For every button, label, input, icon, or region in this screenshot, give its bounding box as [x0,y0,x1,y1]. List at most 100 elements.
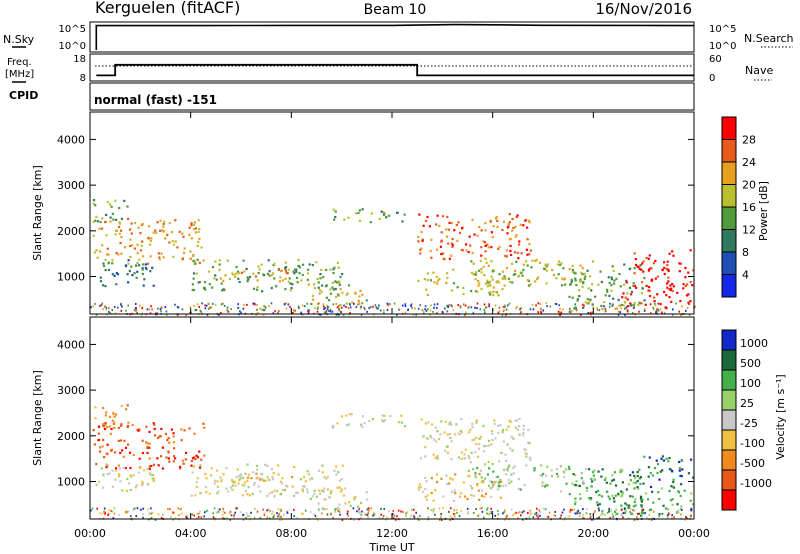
scatter-cell [620,513,623,516]
scatter-cell [494,437,497,440]
scatter-cell [326,513,329,516]
scatter-cell [296,516,298,519]
scatter-cell [97,432,100,435]
scatter-cell [191,283,194,286]
scatter-cell [156,221,159,224]
scatter-cell [476,279,480,283]
scatter-cell [454,433,457,436]
scatter-cell [237,303,239,306]
scatter-cell [405,514,407,517]
scatter-cell [293,508,295,511]
scatter-cell [198,227,201,231]
scatter-cell [314,514,317,517]
scatter-cell [630,303,632,306]
scatter-cell [586,269,589,272]
scatter-cell [185,516,187,519]
scatter-cell [176,246,179,249]
scatter-cell [160,305,163,308]
scatter-cell [310,302,313,306]
scatter-cell [240,473,243,476]
scatter-cell [480,480,483,484]
scatter-cell [680,505,683,508]
scatter-cell [620,307,622,310]
scatter-cell [341,518,344,521]
scatter-cell [557,475,560,478]
velocity-colorbar-tick-label: 100 [740,377,761,390]
scatter-cell [624,502,627,505]
xtick-label: 00:00 [678,527,710,540]
scatter-cell [129,244,132,248]
scatter-cell [467,511,469,514]
scatter-cell [688,302,691,305]
scatter-cell [516,428,519,431]
scatter-cell [571,482,574,485]
scatter-cell [248,494,251,497]
scatter-cell [127,281,130,284]
scatter-cell [332,516,335,519]
scatter-cell [663,261,666,264]
scatter-cell [143,278,146,281]
scatter-cell [668,489,671,493]
scatter-cell [488,283,491,286]
scatter-cell [178,507,181,510]
scatter-cell [647,466,651,469]
scatter-cell [568,295,571,298]
scatter-cell [623,300,626,303]
scatter-cell [484,477,487,480]
scatter-cell [541,484,544,487]
xtick-label: 08:00 [275,527,307,540]
scatter-cell [559,263,562,266]
scatter-cell [358,512,361,515]
scatter-cell [636,485,639,489]
scatter-cell [346,292,349,295]
scatter-cell [277,508,280,511]
scatter-cell [260,263,263,266]
scatter-cell [233,481,236,484]
scatter-cell [436,279,440,282]
scatter-cell [293,310,295,313]
scatter-cell [650,312,652,315]
scatter-cell [323,308,325,311]
scatter-cell [212,512,214,515]
scatter-cell [629,508,632,511]
scatter-cell [589,498,592,501]
scatter-cell [417,279,420,283]
scatter-cell [113,274,116,277]
scatter-cell [222,517,224,520]
scatter-cell [615,277,618,280]
ytick-label: 2000 [57,225,85,238]
scatter-cell [453,509,456,512]
scatter-cell [358,302,361,305]
scatter-cell [680,458,683,462]
scatter-cell [634,497,637,501]
scatter-cell [563,508,565,511]
scatter-cell [451,237,454,241]
scatter-cell [624,307,627,310]
velocity-colorbar-swatch [722,370,736,391]
scatter-cell [598,493,601,497]
scatter-cell [130,265,133,268]
scatter-cell [346,512,349,515]
scatter-cell [110,448,113,451]
scatter-cell [633,487,636,490]
velocity-colorbar-tick-label: 25 [740,397,754,410]
velocity-colorbar-tick-label: -100 [740,437,765,450]
scatter-cell [360,513,363,516]
scatter-cell [160,252,163,255]
scatter-cell [130,222,133,225]
scatter-cell [94,204,97,207]
scatter-cell [311,495,314,498]
scatter-cell [341,464,344,467]
scatter-cell [579,264,582,267]
scatter-cell [421,238,424,241]
scatter-cell [213,482,216,485]
scatter-cell [233,516,235,519]
scatter-cell [485,444,488,448]
scatter-cell [317,286,320,289]
velocity-colorbar-label: Velocity [m s⁻¹] [774,374,787,459]
scatter-cell [120,217,123,220]
scatter-cell [511,229,514,232]
scatter-cell [343,487,347,490]
scatter-cell [581,303,584,306]
scatter-cell [129,238,132,241]
